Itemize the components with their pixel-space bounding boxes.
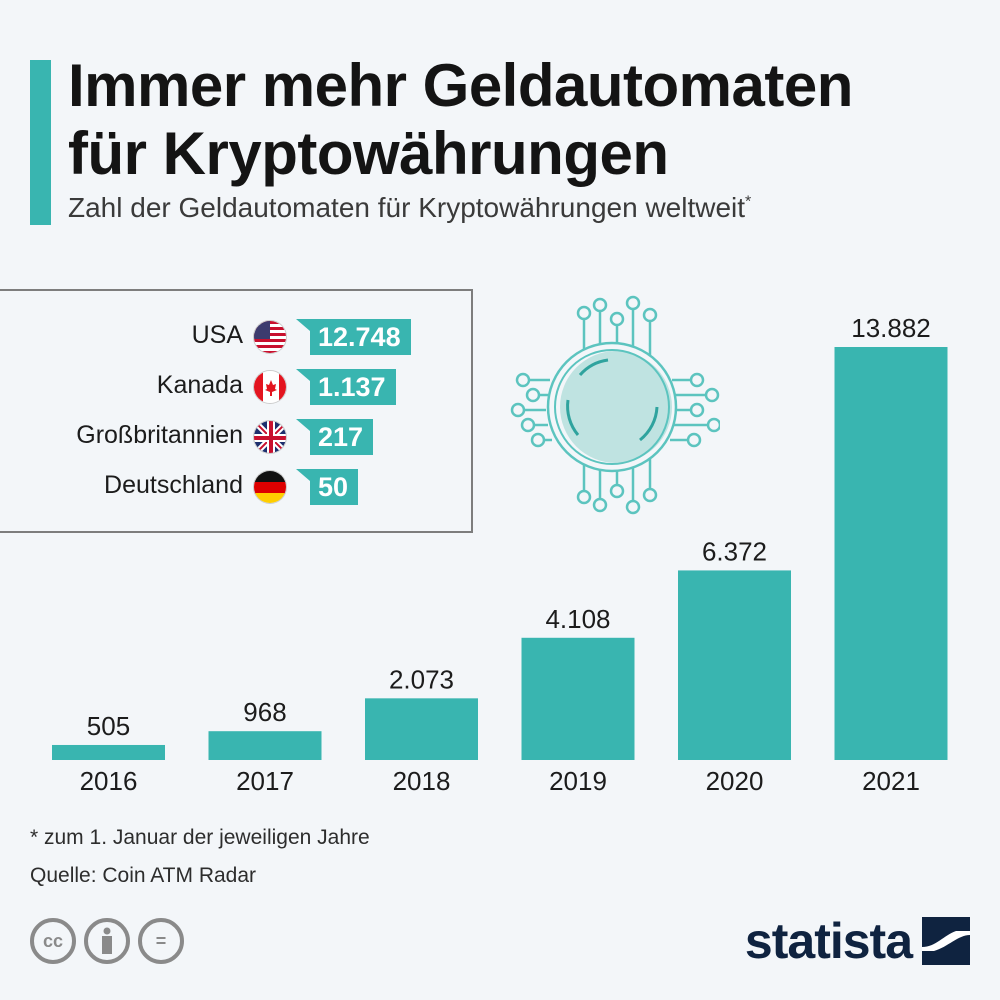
- legend-row-usa: USA 12.748: [0, 317, 473, 357]
- statista-logo[interactable]: statista: [745, 912, 970, 970]
- cc-icon-label: cc: [42, 930, 64, 951]
- legend-row-deutschland: Deutschland 50: [0, 467, 473, 507]
- bar-2017: [208, 731, 322, 760]
- nd-icon-label: =: [155, 930, 167, 951]
- legend-value: 1.137: [296, 369, 396, 405]
- subtitle: Zahl der Geldautomaten für Kryptowährung…: [68, 192, 751, 224]
- crypto-chip-icon: [510, 295, 720, 515]
- bar-2021: [834, 347, 948, 760]
- country-legend: USA 12.748 Kanada 1.137 Großbritannien 2…: [0, 289, 473, 533]
- value-label: 6.372: [702, 536, 767, 566]
- cc-icon[interactable]: cc: [30, 918, 76, 964]
- footnote: * zum 1. Januar der jeweiligen Jahre: [30, 826, 370, 849]
- subtitle-footnote-marker: *: [745, 193, 752, 211]
- legend-label: Deutschland: [104, 471, 243, 499]
- accent-bar: [30, 60, 51, 225]
- subtitle-text: Zahl der Geldautomaten für Kryptowährung…: [68, 192, 746, 223]
- category-label: 2018: [393, 766, 451, 796]
- value-label: 968: [243, 697, 286, 727]
- bar-2016: [52, 744, 165, 760]
- uk-flag-icon: [253, 420, 287, 454]
- no-derivatives-icon[interactable]: =: [138, 918, 184, 964]
- bar-2018: [365, 698, 478, 760]
- legend-label: Kanada: [156, 371, 243, 399]
- canada-flag-icon: [253, 370, 287, 404]
- legend-value: 50: [295, 469, 359, 505]
- legend-row-grossbritannien: Großbritannien 217: [0, 417, 473, 457]
- legend-label: Großbritannien: [76, 421, 243, 449]
- statista-mark-icon: [922, 917, 970, 965]
- category-label: 2020: [706, 766, 764, 796]
- category-label: 2016: [80, 766, 138, 796]
- value-label: 4.108: [545, 604, 610, 634]
- license-icons: cc =: [30, 918, 184, 964]
- category-label: 2019: [549, 766, 607, 796]
- germany-flag-icon: [253, 470, 287, 504]
- bar-2019: [521, 637, 635, 760]
- category-label: 2017: [236, 766, 294, 796]
- title-line-1: Immer mehr Geldautomaten: [68, 52, 853, 119]
- us-flag-icon: [253, 320, 287, 354]
- title-line-2: für Kryptowährungen: [68, 120, 669, 187]
- value-label: 2.073: [389, 664, 454, 694]
- legend-label: USA: [191, 321, 243, 349]
- legend-value: 12.748: [296, 319, 411, 355]
- brand-name: statista: [744, 913, 913, 969]
- attribution-icon[interactable]: [84, 918, 130, 964]
- category-label: 2021: [862, 766, 920, 796]
- value-label: 13.882: [851, 313, 931, 343]
- value-label: 505: [87, 711, 130, 741]
- source-text: Quelle: Coin ATM Radar: [30, 864, 257, 887]
- bar-2020: [678, 570, 791, 760]
- page-title: Immer mehr Geldautomaten für Kryptowähru…: [68, 52, 853, 188]
- legend-row-kanada: Kanada 1.137: [0, 367, 473, 407]
- legend-value: 217: [295, 419, 374, 455]
